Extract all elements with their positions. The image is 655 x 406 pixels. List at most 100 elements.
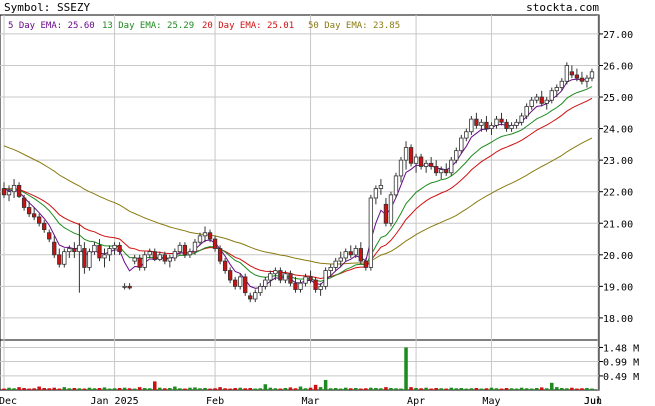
- candle: [444, 163, 449, 176]
- volume-bar: [42, 387, 46, 390]
- volume-bar: [529, 388, 534, 390]
- candle: [423, 160, 429, 173]
- candle-body: [413, 156, 419, 164]
- volume-bar: [469, 388, 474, 390]
- candle: [353, 245, 358, 258]
- x-tick-label: Jul: [584, 396, 602, 406]
- volume-bar: [92, 388, 97, 390]
- volume-bar: [238, 387, 242, 390]
- candle: [418, 153, 424, 170]
- candle: [539, 90, 544, 107]
- volume-bar: [565, 388, 569, 390]
- candle: [484, 115, 489, 132]
- candle: [11, 179, 17, 199]
- candle: [107, 245, 112, 262]
- candle: [82, 242, 87, 274]
- candle-body: [288, 273, 293, 284]
- volume-bar: [384, 387, 388, 390]
- candle: [268, 270, 273, 287]
- legend-ema13: 13 Day EMA: 25.29: [102, 21, 194, 31]
- candle-body: [383, 203, 389, 224]
- candle-body: [544, 99, 549, 104]
- legend-ema50: 50 Day EMA: 23.85: [308, 21, 400, 31]
- volume-bar: [57, 388, 62, 390]
- candle-body: [484, 121, 489, 129]
- candle: [172, 248, 178, 262]
- candle: [253, 289, 258, 303]
- candle: [112, 242, 117, 255]
- candle-body: [207, 232, 213, 240]
- candle-body: [142, 254, 147, 268]
- volume-bar: [555, 387, 559, 390]
- volume-bar: [348, 388, 353, 390]
- volume-bar: [459, 387, 464, 390]
- volume-bar: [67, 388, 72, 390]
- candle-body: [72, 248, 77, 253]
- candle: [192, 239, 198, 255]
- candle: [102, 248, 107, 268]
- volume-bar: [193, 387, 197, 390]
- volume-bar: [218, 387, 222, 390]
- candle-body: [449, 159, 454, 174]
- candle: [248, 292, 253, 303]
- candle: [187, 248, 193, 258]
- volume-bar: [369, 387, 373, 390]
- volume-bars: [2, 347, 594, 390]
- volume-bar: [585, 387, 589, 390]
- volume-bar: [203, 387, 207, 390]
- volume-bar: [318, 387, 323, 390]
- candle: [197, 232, 203, 246]
- candle-body: [157, 254, 162, 260]
- volume-bar: [12, 388, 16, 390]
- volume-bar: [303, 388, 308, 390]
- candle-body: [42, 222, 47, 230]
- volume-bar: [228, 388, 232, 390]
- candle-body: [328, 267, 333, 271]
- volume-bar: [188, 387, 192, 390]
- ema5-line: [3, 76, 593, 289]
- x-tick-label: Jun: [584, 396, 602, 406]
- volume-bar: [87, 387, 92, 390]
- volume-bar: [97, 387, 102, 390]
- volume-bar: [32, 388, 36, 390]
- candle-body: [509, 125, 514, 129]
- candle: [52, 235, 57, 258]
- candle: [499, 112, 504, 126]
- candle: [549, 87, 554, 104]
- candle-body: [16, 184, 22, 197]
- candle-body: [127, 285, 132, 289]
- volume-bar: [293, 388, 298, 390]
- candle: [579, 71, 585, 85]
- volume-bar: [429, 388, 433, 390]
- candle: [157, 251, 162, 262]
- candle-body: [222, 260, 228, 271]
- volume-bar: [550, 382, 554, 390]
- volume-bar: [253, 388, 258, 390]
- candle: [137, 254, 142, 271]
- volume-bar: [137, 387, 142, 390]
- price-tick-label: 20.00: [603, 251, 633, 262]
- candle-body: [494, 118, 499, 126]
- candle-body: [97, 244, 102, 259]
- candle: [62, 248, 67, 268]
- volume-bar: [328, 388, 333, 390]
- candle: [368, 194, 374, 271]
- candle: [142, 251, 147, 271]
- candle: [504, 119, 509, 132]
- volume-bar: [454, 388, 459, 390]
- candle-body: [112, 244, 117, 249]
- price-tick-label: 19.00: [603, 282, 633, 293]
- candle: [273, 267, 278, 281]
- volume-bar: [544, 388, 549, 390]
- x-tick-label: Jan 2025: [90, 396, 138, 406]
- candle: [589, 68, 595, 82]
- candle-body: [162, 254, 167, 262]
- candle-body: [87, 251, 92, 268]
- candle-body: [574, 74, 580, 79]
- candle: [408, 144, 414, 167]
- candle-body: [248, 295, 253, 300]
- volume-bar: [449, 387, 454, 390]
- candle-body: [57, 254, 62, 265]
- volume-bar: [494, 388, 499, 390]
- candle-body: [534, 96, 539, 101]
